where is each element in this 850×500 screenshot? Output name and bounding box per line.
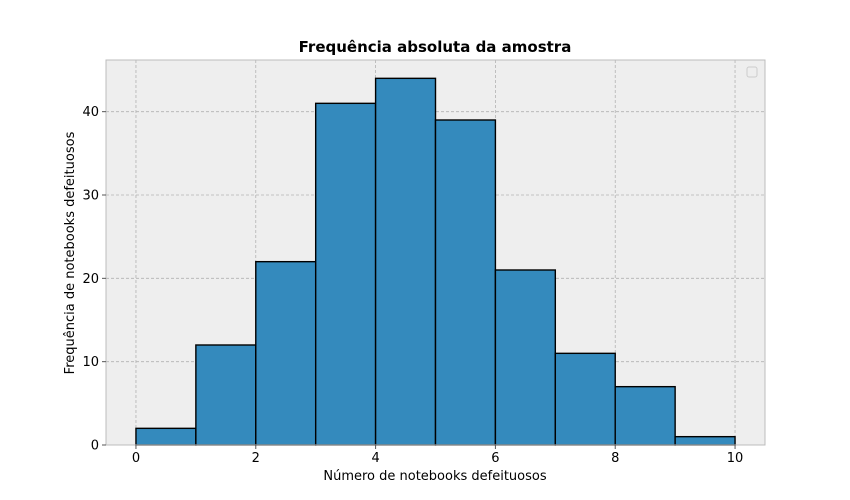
plot-frame [105, 59, 766, 446]
histogram-bar [434, 119, 497, 446]
x-tick-label: 2 [252, 451, 260, 466]
histogram-bar [614, 385, 676, 446]
y-axis-ticks: 0 10 20 30 40 [82, 105, 106, 454]
x-tick-label: 0 [132, 451, 140, 466]
histogram-bar [374, 77, 437, 446]
histogram-bar [255, 260, 317, 446]
y-axis-label: Frequência de notebooks defeituosos [63, 131, 78, 374]
x-tick-label: 10 [727, 451, 744, 466]
histogram-bar [494, 269, 557, 446]
y-tick-label: 0 [91, 439, 99, 454]
histogram-bar [674, 435, 736, 446]
histogram-bar [135, 427, 197, 446]
x-axis-label: Número de notebooks defeituosos [323, 469, 546, 484]
histogram-bar [314, 102, 377, 446]
y-tick-label: 30 [82, 189, 99, 204]
histogram-bar [195, 344, 257, 446]
histogram-bar [554, 352, 616, 446]
x-tick-label: 6 [491, 451, 499, 466]
y-tick-label: 10 [82, 355, 99, 370]
x-axis-ticks: 0 2 4 6 8 10 [132, 445, 744, 466]
y-tick-label: 20 [82, 272, 99, 287]
y-tick-label: 40 [82, 105, 99, 120]
x-tick-label: 4 [371, 451, 379, 466]
legend [746, 66, 758, 78]
x-tick-label: 8 [611, 451, 619, 466]
chart-title: Frequência absoluta da amostra [299, 38, 572, 56]
